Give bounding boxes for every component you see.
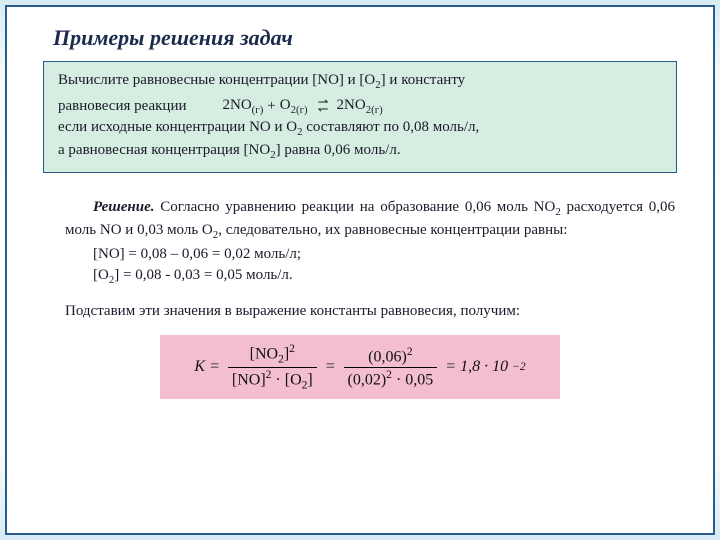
problem-text: ] и константу <box>381 72 466 88</box>
frac-den: (0,02) <box>348 371 387 388</box>
reactant-2: O <box>280 97 291 113</box>
reactant-1: 2NO <box>223 97 252 113</box>
calc-text: [O <box>93 267 109 283</box>
calc-line-2: [O2] = 0,08 - 0,03 = 0,05 моль/л. <box>93 265 675 288</box>
chemical-equation: 2NO(г) + O2(г) ⇀↽ 2NO2(г) <box>223 95 383 118</box>
problem-line-4: а равновесная концентрация [NO2] равна 0… <box>58 140 662 163</box>
problem-line-3: если исходные концентрации NO и O2 соста… <box>58 117 662 140</box>
problem-text: Вычислите равновесные концентрации [NO] … <box>58 72 375 88</box>
superscript-2: 2 <box>289 343 295 355</box>
solution-label: Решение. <box>93 199 155 215</box>
product-1: 2NO <box>337 97 366 113</box>
frac-den: [NO] <box>232 371 266 388</box>
page-frame: Примеры решения задач Вычислите равновес… <box>5 5 715 535</box>
formula-k: K <box>194 358 205 376</box>
solution-paragraph-2: Подставим эти значения в выражение конст… <box>65 301 675 321</box>
frac-num: (0,06) <box>368 348 407 365</box>
problem-text: ] равна 0,06 моль/л. <box>276 142 401 158</box>
solution-text: , следовательно, их равновесные концентр… <box>218 222 567 238</box>
solution-paragraph-1: Решение. Согласно уравнению реакции на о… <box>65 197 675 242</box>
fraction-symbolic: [NO2]2 [NO]2 · [O2] <box>228 343 317 391</box>
equals-sign: = <box>325 358 336 376</box>
calc-line-1: [NO] = 0,08 – 0,06 = 0,02 моль/л; <box>93 244 675 264</box>
fraction-numeric: (0,06)2 (0,02)2 · 0,05 <box>344 346 438 390</box>
equilibrium-arrow-icon: ⇀↽ <box>318 99 327 112</box>
solution-block: Решение. Согласно уравнению реакции на о… <box>65 197 675 321</box>
problem-line-1: Вычислите равновесные концентрации [NO] … <box>58 70 662 93</box>
state-sub: 2(г) <box>366 104 383 116</box>
calc-text: ] = 0,08 - 0,03 = 0,05 моль/л. <box>114 267 292 283</box>
problem-text: равновесия реакции <box>58 96 187 116</box>
frac-den: ] <box>307 371 312 388</box>
problem-statement-box: Вычислите равновесные концентрации [NO] … <box>43 61 677 173</box>
superscript-2: 2 <box>407 346 413 358</box>
page-title: Примеры решения задач <box>53 25 685 51</box>
problem-line-2: равновесия реакции 2NO(г) + O2(г) ⇀↽ 2NO… <box>58 95 662 118</box>
frac-den: · [O <box>271 371 301 388</box>
problem-text: если исходные концентрации NO и O <box>58 119 297 135</box>
equilibrium-constant-formula: K = [NO2]2 [NO]2 · [O2] = (0,06)2 (0,02)… <box>160 335 560 399</box>
state-sub: 2(г) <box>291 104 308 116</box>
plus-sign: + <box>267 96 275 116</box>
problem-text: составляют по 0,08 моль/л, <box>303 119 480 135</box>
equals-sign: = <box>209 358 220 376</box>
solution-text: Согласно уравнению реакции на образовани… <box>155 199 556 215</box>
frac-den: · 0,05 <box>392 371 433 388</box>
state-sub: (г) <box>252 104 264 116</box>
result-exponent: −2 <box>512 361 526 373</box>
result-value: = 1,8 · 10 <box>445 358 508 376</box>
frac-num: [NO <box>250 346 278 363</box>
problem-text: а равновесная концентрация [NO <box>58 142 270 158</box>
